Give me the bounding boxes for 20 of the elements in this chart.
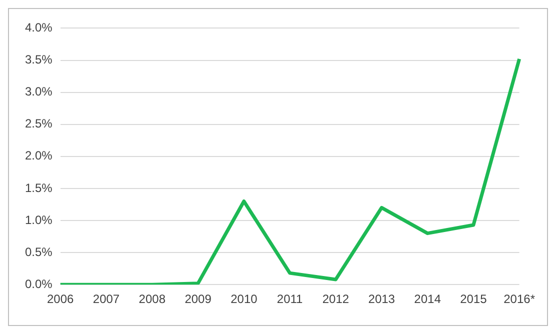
y-tick-label: 1.5% [24, 180, 53, 195]
y-tick-label: 1.0% [24, 212, 53, 227]
x-tick-label: 2007 [92, 292, 120, 306]
x-tick-label: 2014 [414, 292, 442, 306]
x-tick-label: 2011 [276, 292, 304, 306]
y-tick-label: 2.0% [24, 148, 53, 163]
y-tick-label: 0.5% [24, 244, 53, 259]
x-tick-label: 2009 [184, 292, 212, 306]
x-tick-label: 2015 [460, 292, 488, 306]
x-tick-label: 2016* [504, 292, 536, 306]
y-tick-label: 2.5% [24, 116, 53, 131]
y-tick-label: 3.5% [24, 52, 53, 67]
x-tick-label: 2012 [322, 292, 350, 306]
y-tick-label: 0.0% [24, 276, 53, 291]
y-tick-label: 4.0% [24, 20, 53, 35]
x-tick-label: 2013 [368, 292, 396, 306]
x-tick-label: 2006 [47, 292, 74, 306]
x-tick-label: 2008 [138, 292, 166, 306]
y-tick-label: 3.0% [24, 84, 53, 99]
x-tick-label: 2010 [230, 292, 258, 306]
